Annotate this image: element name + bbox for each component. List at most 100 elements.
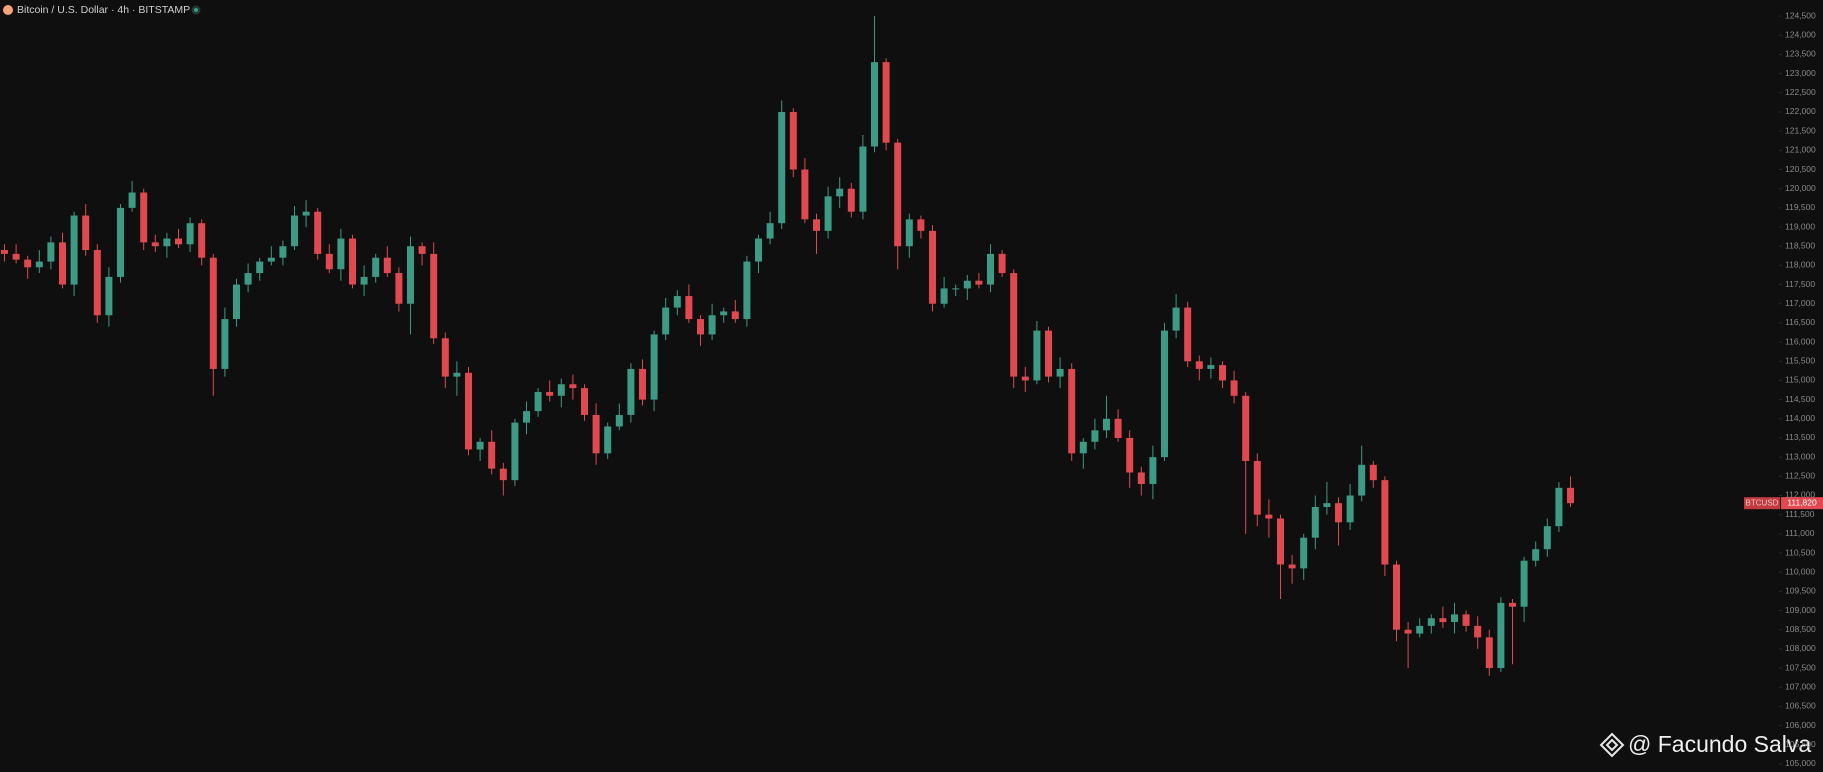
candle-body <box>383 257 391 274</box>
candle-body <box>1149 457 1157 484</box>
price-tag-price: 111,820 <box>1787 497 1817 507</box>
candle-body <box>476 441 484 450</box>
candle-body <box>905 219 913 247</box>
y-tick-label: 110,000 <box>1785 566 1815 576</box>
candle-body <box>1358 464 1366 496</box>
candle-body <box>894 142 902 247</box>
candle-body <box>1 250 8 254</box>
candle-body <box>1543 526 1551 550</box>
y-tick-label: 123,500 <box>1785 49 1816 59</box>
candle-body <box>604 426 612 454</box>
candle-body <box>755 238 762 262</box>
y-tick-label: 120,000 <box>1785 183 1816 193</box>
candle-body <box>952 288 960 290</box>
candle-body <box>186 223 194 245</box>
y-tick-label: 112,500 <box>1785 471 1815 481</box>
candle-body <box>372 257 380 277</box>
candle-body <box>291 215 298 247</box>
candle-body <box>1033 330 1041 381</box>
candle-body <box>1079 441 1087 454</box>
candle-body <box>1381 480 1389 565</box>
candle-body <box>1277 518 1284 565</box>
candle-body <box>1311 506 1319 538</box>
candle-body <box>511 422 519 481</box>
candle-body <box>209 257 217 369</box>
watermark-icon <box>1599 732 1625 758</box>
candle-body <box>1219 365 1226 381</box>
candle-body <box>1103 418 1110 431</box>
candle-body <box>1369 464 1377 481</box>
candle-body <box>1567 487 1574 504</box>
candle-body <box>871 62 878 147</box>
candle-body <box>279 246 287 258</box>
candle-body <box>592 414 600 454</box>
candle-body <box>407 246 414 304</box>
candle-body <box>465 372 472 450</box>
candle-body <box>789 111 797 170</box>
candles <box>1 16 1574 676</box>
y-tick-label: 105,500 <box>1785 739 1816 749</box>
price-tag-symbol: BTCUSD <box>1746 498 1779 507</box>
y-tick-label: 106,000 <box>1785 720 1816 730</box>
candle-body <box>1172 307 1180 331</box>
candle-body <box>824 196 832 231</box>
candle-body <box>70 215 78 285</box>
candle-body <box>453 372 461 377</box>
candle-body <box>940 288 948 304</box>
candle-body <box>82 215 90 251</box>
candle-body <box>325 253 333 270</box>
candle-body <box>685 296 693 320</box>
y-tick-label: 109,500 <box>1785 586 1816 596</box>
candle-body <box>1393 564 1400 630</box>
candle-body <box>1532 549 1540 561</box>
candle-body <box>534 391 542 412</box>
candle-body <box>233 284 240 320</box>
candle-body <box>1230 380 1238 396</box>
candle-body <box>766 223 774 239</box>
y-tick-label: 116,500 <box>1785 317 1815 327</box>
candle-body <box>1497 602 1505 669</box>
candle-body <box>929 230 936 304</box>
y-tick-label: 107,500 <box>1785 662 1816 672</box>
candle-body <box>488 441 496 469</box>
candle-body <box>221 319 229 369</box>
candle-body <box>1300 537 1308 569</box>
candle-body <box>731 311 739 320</box>
candle-body <box>198 223 206 258</box>
watermark-text: @ Facundo Salva <box>1628 731 1811 757</box>
y-tick-label: 107,000 <box>1785 681 1816 691</box>
y-tick-label: 122,000 <box>1785 106 1816 116</box>
candle-body <box>349 238 356 285</box>
y-tick-label: 124,000 <box>1785 30 1816 40</box>
candle-body <box>1509 602 1516 607</box>
candle-body <box>975 280 983 285</box>
candle-body <box>1288 564 1296 569</box>
y-tick-label: 113,500 <box>1785 432 1815 442</box>
y-tick-label: 124,500 <box>1785 10 1816 20</box>
y-tick-label: 114,500 <box>1785 394 1815 404</box>
candle-body <box>1462 614 1470 626</box>
candle-body <box>256 261 264 274</box>
y-tick-label: 120,500 <box>1785 164 1816 174</box>
candle-body <box>1520 560 1528 607</box>
candle-body <box>314 211 322 254</box>
candle-body <box>175 238 182 245</box>
candle-body <box>24 259 32 268</box>
candle-body <box>963 280 971 289</box>
candle-body <box>813 219 820 231</box>
y-tick-label: 122,500 <box>1785 87 1816 97</box>
price-tag: BTCUSD 111,820 <box>1744 497 1823 510</box>
candle-body <box>697 319 704 335</box>
candle-body <box>546 391 554 396</box>
candle-body <box>1137 472 1145 484</box>
y-tick-label: 111,500 <box>1785 509 1815 519</box>
candle-body <box>1335 503 1342 523</box>
candle-body <box>151 242 159 247</box>
y-tick-label: 111,000 <box>1785 528 1815 538</box>
candle-body <box>1021 376 1029 381</box>
candle-body <box>244 273 252 285</box>
y-tick-label: 118,000 <box>1785 260 1815 270</box>
